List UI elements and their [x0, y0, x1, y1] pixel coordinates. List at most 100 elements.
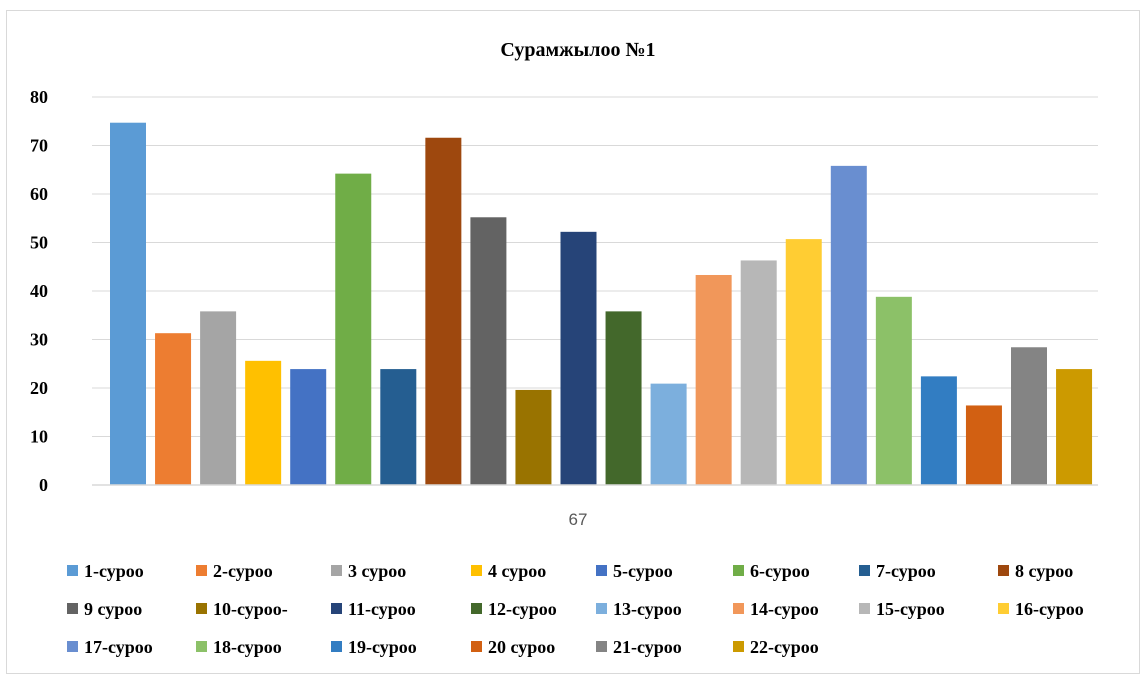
y-axis-ticks: 0 10 20 30 40 50 60 70 80	[30, 87, 48, 495]
legend-label: 8 сурoo	[1015, 561, 1073, 581]
legend-label: 13-сурoo	[613, 599, 682, 619]
bar	[110, 122, 146, 485]
legend-swatch	[67, 641, 78, 652]
legend-label: 9 сурoo	[84, 599, 142, 619]
legend-swatch	[471, 565, 482, 576]
legend-swatch	[733, 603, 744, 614]
legend-item: 4 сурoo	[471, 561, 546, 581]
y-tick-label: 50	[30, 233, 48, 253]
legend-swatch	[67, 603, 78, 614]
legend-swatch	[596, 603, 607, 614]
legend-swatch	[733, 565, 744, 576]
bar	[380, 369, 417, 485]
legend-label: 16-сурoo	[1015, 599, 1084, 619]
legend-label: 2-сурoo	[213, 561, 273, 581]
legend-label: 21-сурoo	[613, 637, 682, 657]
legend-swatch	[998, 565, 1009, 576]
legend-swatch	[331, 565, 342, 576]
legend-swatch	[859, 565, 870, 576]
bar	[605, 311, 642, 485]
legend-swatch	[331, 603, 342, 614]
x-axis-categories: 67	[569, 510, 588, 529]
chart-title: Сурамжылоо №1	[500, 39, 655, 61]
bars	[110, 122, 1093, 486]
legend-swatch	[859, 603, 870, 614]
legend-item: 9 сурoo	[67, 599, 142, 619]
y-tick-label: 40	[30, 281, 48, 301]
bar	[200, 311, 237, 485]
legend-label: 3 сурoo	[348, 561, 406, 581]
legend-swatch	[471, 641, 482, 652]
legend-item: 1-сурoo	[67, 561, 144, 581]
legend-item: 20 сурoo	[471, 637, 555, 657]
bar	[155, 333, 192, 485]
bar	[875, 296, 912, 485]
y-tick-label: 20	[30, 378, 48, 398]
legend-item: 12-сурoo	[471, 599, 557, 619]
legend-item: 17-сурoo	[67, 637, 153, 657]
legend-label: 12-сурoo	[488, 599, 557, 619]
bar	[695, 274, 732, 485]
bar	[1056, 369, 1093, 485]
legend-swatch	[998, 603, 1009, 614]
legend-label: 1-сурoo	[84, 561, 144, 581]
legend-label: 15-сурoo	[876, 599, 945, 619]
legend-label: 4 сурoo	[488, 561, 546, 581]
legend-swatch	[196, 603, 207, 614]
bar	[290, 369, 327, 485]
legend-label: 20 сурoo	[488, 637, 555, 657]
legend-item: 11-сурoo	[331, 599, 416, 619]
x-category-label: 67	[569, 510, 588, 529]
legend-item: 15-сурoo	[859, 599, 945, 619]
bar	[1011, 347, 1047, 485]
legend-swatch	[196, 565, 207, 576]
legend-item: 2-сурoo	[196, 561, 273, 581]
bar	[560, 231, 597, 485]
bar	[830, 165, 867, 485]
legend-label: 19-сурoo	[348, 637, 417, 657]
legend-item: 18-сурoo	[196, 637, 282, 657]
legend-item: 7-сурoo	[859, 561, 936, 581]
bar	[515, 389, 552, 485]
legend-item: 19-сурoo	[331, 637, 417, 657]
legend-label: 6-сурoo	[750, 561, 810, 581]
legend-item: 10-сурoo-	[196, 599, 288, 619]
y-tick-label: 10	[30, 427, 48, 447]
legend-swatch	[331, 641, 342, 652]
legend: 1-сурoo 2-сурoo 3 сурoo 4 сурoo 5-сурoo 6-сур…	[67, 561, 1084, 657]
legend-swatch	[733, 641, 744, 652]
legend-item: 8 сурoo	[998, 561, 1073, 581]
legend-item: 5-сурoo	[596, 561, 673, 581]
legend-label: 14-сурoo	[750, 599, 819, 619]
legend-item: 16-сурoo	[998, 599, 1084, 619]
legend-swatch	[196, 641, 207, 652]
legend-label: 10-сурoo-	[213, 599, 288, 619]
bar	[470, 217, 507, 485]
y-tick-label: 80	[30, 87, 48, 107]
legend-label: 17-сурoo	[84, 637, 153, 657]
bar	[335, 173, 372, 485]
legend-label: 7-сурoo	[876, 561, 936, 581]
legend-item: 3 сурoo	[331, 561, 406, 581]
legend-swatch	[471, 603, 482, 614]
legend-item: 14-сурoo	[733, 599, 819, 619]
bar	[650, 383, 687, 485]
legend-swatch	[67, 565, 78, 576]
bar	[245, 360, 282, 485]
y-tick-label: 60	[30, 184, 48, 204]
bar	[965, 405, 1002, 485]
legend-label: 5-сурoo	[613, 561, 673, 581]
y-tick-label: 0	[39, 475, 48, 495]
legend-item: 22-сурoo	[733, 637, 819, 657]
legend-swatch	[596, 565, 607, 576]
y-tick-label: 30	[30, 330, 48, 350]
bar	[740, 260, 777, 485]
legend-item: 6-сурoo	[733, 561, 810, 581]
legend-swatch	[596, 641, 607, 652]
y-tick-label: 70	[30, 136, 48, 156]
bar	[920, 376, 957, 485]
legend-item: 21-сурoo	[596, 637, 682, 657]
legend-item: 13-сурoo	[596, 599, 682, 619]
legend-label: 22-сурoo	[750, 637, 819, 657]
